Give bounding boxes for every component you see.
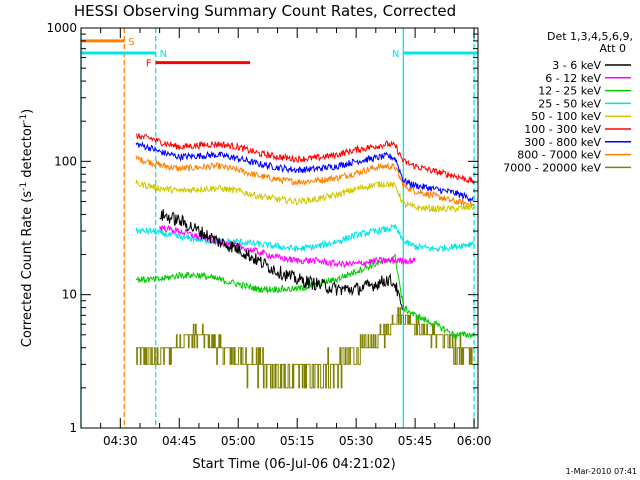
series-100-300-kev-line: [135, 133, 474, 185]
flag-label-1: N: [160, 49, 167, 60]
flag-label-0: S: [128, 37, 134, 48]
legend-label: 800 - 7000 keV: [517, 149, 601, 162]
flag-label-2: N: [392, 49, 399, 60]
legend-label: 6 - 12 keV: [545, 72, 601, 85]
x-tick-label: 05:45: [398, 434, 433, 448]
flag-label-3: F: [146, 59, 152, 70]
axes: 1 10 100 1000 04:30 04:45 05:00 05:15 05:30 05:45…: [46, 21, 491, 448]
series-3-6-kev-line: [159, 209, 403, 310]
y-axis-label: Corrected Count Rate (s-1 detector-1): [19, 109, 35, 347]
legend-label: 50 - 100 keV: [531, 110, 601, 123]
legend-label: 3 - 6 keV: [552, 59, 601, 72]
legend-label: 25 - 50 keV: [538, 97, 601, 110]
legend-label: 100 - 300 keV: [524, 123, 601, 136]
legend-label: 300 - 800 keV: [524, 136, 601, 149]
series-300-800-kev-line: [135, 141, 474, 203]
series-6-12-kev-line: [159, 224, 416, 269]
series-50-100-kev-line: [135, 179, 474, 213]
x-tick-label: 04:45: [162, 434, 197, 448]
y-tick-label: 100: [54, 154, 77, 168]
legend-header-attenuator: Att 0: [600, 42, 626, 55]
x-axis-label: Start Time (06-Jul-06 04:21:02): [192, 457, 395, 472]
legend-header-detectors: Det 1,3,4,5,6,9,: [547, 30, 633, 43]
legend-label: 12 - 25 keV: [538, 85, 601, 98]
plot-area: SN NF: [80, 28, 478, 428]
chart-title: HESSI Observing Summary Count Rates, Cor…: [74, 2, 456, 20]
x-tick-label: 05:00: [221, 434, 256, 448]
x-tick-label: 04:30: [103, 434, 138, 448]
x-tick-label: 06:00: [457, 434, 492, 448]
series-12-25-kev-line: [135, 253, 474, 340]
series-800-7000-kev-line: [135, 155, 474, 208]
series-25-50-kev-line: [135, 223, 474, 253]
timestamp: 1-Mar-2010 07:41: [566, 467, 637, 476]
legend-label: 7000 - 20000 keV: [503, 161, 601, 174]
x-tick-label: 05:30: [339, 434, 374, 448]
series-7000-20000-kev-line: [136, 307, 474, 389]
y-tick-label: 1: [69, 421, 77, 435]
y-tick-label: 10: [62, 288, 77, 302]
x-tick-label: 05:15: [280, 434, 315, 448]
plot-frame: [80, 27, 479, 429]
y-tick-label: 1000: [46, 21, 77, 35]
